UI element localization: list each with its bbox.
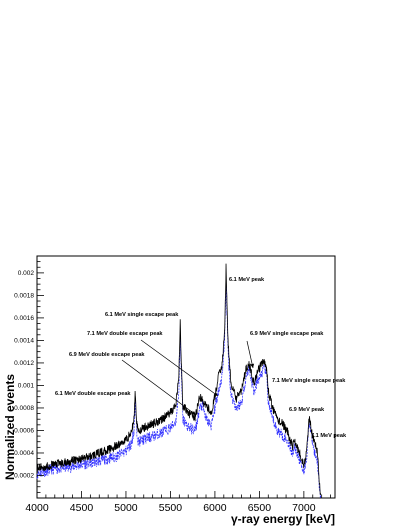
- x-tick-label: 5000: [114, 502, 138, 514]
- annotation-label: 7.1 MeV double escape peak: [87, 331, 163, 337]
- annotation-label: 7.1 MeV peak: [311, 433, 347, 439]
- y-tick-label: 0.0018: [14, 293, 34, 300]
- x-tick-label: 4500: [70, 502, 94, 514]
- y-axis: 0.0002 0.0004 0.0006 0.0008 0.001 0.0012 0.001…: [14, 255, 44, 493]
- annotations: 6.1 MeV peak 6.1 MeV single escape peak 6.…: [55, 277, 347, 439]
- y-tick-label: 0.0008: [14, 405, 34, 412]
- y-tick-label: 0.0006: [14, 428, 34, 435]
- annotation-arrow: [246, 340, 254, 369]
- annotation-label: 6.9 MeV single escape peak: [250, 331, 324, 337]
- annotation-arrow: [121, 359, 197, 416]
- y-tick-label: 0.0012: [14, 360, 34, 367]
- annotation-label: 6.9 MeV double escape peak: [69, 352, 145, 358]
- annotation-label: 6.9 MeV peak: [289, 407, 325, 413]
- series-line-1: [36, 275, 322, 500]
- series-layer: [36, 263, 322, 500]
- x-tick-label: 6000: [203, 502, 227, 514]
- y-tick-label: 0.0016: [14, 315, 34, 322]
- y-tick-label: 0.002: [18, 270, 35, 277]
- annotation-label: 6.1 MeV double escape peak: [55, 391, 131, 397]
- annotation-label: 6.1 MeV peak: [229, 277, 265, 283]
- x-tick-label: 6500: [248, 502, 272, 514]
- x-tick-label: 5500: [159, 502, 183, 514]
- y-tick-label: 0.001: [18, 383, 35, 390]
- y-tick-label: 0.0002: [14, 473, 34, 480]
- annotation-arrow: [140, 339, 219, 397]
- x-axis-title: γ-ray energy [keV]: [231, 512, 335, 526]
- y-axis-title: Normalized events: [3, 374, 17, 480]
- annotation-arrowhead: [213, 392, 218, 396]
- plot-frame: [36, 255, 336, 499]
- annotation-label: 6.1 MeV single escape peak: [105, 312, 179, 318]
- y-tick-label: 0.0014: [14, 338, 34, 345]
- series-line-0: [36, 263, 322, 495]
- annotation-arrowhead: [191, 411, 196, 415]
- annotation-arrowhead: [250, 363, 255, 368]
- x-tick-label: 7000: [292, 502, 316, 514]
- x-tick-label: 4000: [25, 502, 49, 514]
- y-tick-label: 0.0004: [14, 450, 34, 457]
- x-axis: 4000 4500 5000 5500 6000 6500 7000: [25, 491, 331, 514]
- annotation-label: 7.1 MeV single escape peak: [272, 378, 346, 384]
